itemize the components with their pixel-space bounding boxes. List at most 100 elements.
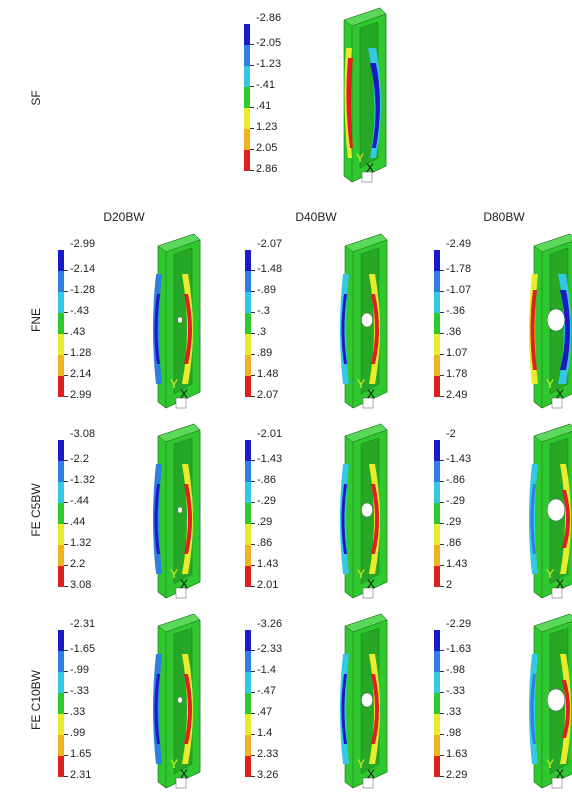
legend-value: 2.31 (70, 769, 92, 781)
legend-value: .29 (257, 516, 273, 528)
column-model-contour: YX (343, 7, 387, 183)
legend-tick (440, 650, 444, 651)
legend-tick (440, 291, 444, 292)
legend-tick (251, 586, 255, 587)
column-model-contour: YX (529, 613, 572, 789)
y-axis-label: Y (170, 757, 178, 771)
legend-tick (440, 354, 444, 355)
column-label-d80bw: D80BW (483, 210, 525, 224)
legend-swatch (58, 440, 64, 461)
legend-swatch (434, 714, 440, 735)
legend-value: 3.26 (257, 769, 279, 781)
legend-tick (250, 170, 254, 171)
row-label-fne: FNE (29, 308, 43, 332)
legend-value: -.86 (257, 474, 276, 486)
legend-value: .33 (70, 706, 86, 718)
legend-swatch (244, 129, 250, 150)
legend-value: -.3 (257, 305, 270, 317)
legend-swatch (434, 440, 440, 461)
x-axis-label: X (180, 767, 188, 781)
legend-value: 1.4 (257, 727, 273, 739)
legend-tick (440, 755, 444, 756)
legend-value: 3.08 (70, 579, 92, 591)
legend-swatch (434, 482, 440, 503)
legend-swatch (434, 756, 440, 777)
legend-swatch (245, 672, 251, 693)
legend-swatch (58, 672, 64, 693)
legend-swatch (434, 693, 440, 714)
legend-tick (64, 354, 68, 355)
legend-tick (64, 291, 68, 292)
legend-value: -1.4 (257, 664, 276, 676)
legend-tick (251, 312, 255, 313)
legend-tick (440, 671, 444, 672)
legend-value: 1.63 (446, 748, 468, 760)
x-axis-label: X (180, 387, 188, 401)
legend-swatch (245, 334, 251, 355)
legend-swatch (244, 108, 250, 129)
legend-tick (250, 107, 254, 108)
legend-value: 1.65 (70, 748, 92, 760)
legend-value: -1.23 (256, 58, 282, 70)
legend-value: 1.78 (446, 368, 468, 380)
color-legend: -2.07 -1.48 -.89 -.3 .3 .89 1.48 2.07 (245, 238, 305, 418)
x-axis-label: X (180, 577, 188, 591)
legend-swatch (434, 461, 440, 482)
legend-swatch (434, 651, 440, 672)
legend-tick (64, 460, 68, 461)
legend-swatch (244, 24, 250, 45)
legend-tick (440, 692, 444, 693)
legend-swatch (58, 313, 64, 334)
legend-swatch (58, 503, 64, 524)
legend-swatch (245, 545, 251, 566)
legend-value: .98 (446, 727, 462, 739)
legend-value: -.33 (70, 685, 89, 697)
legend-swatch (244, 45, 250, 66)
legend-tick (250, 149, 254, 150)
legend-value: -.98 (446, 664, 465, 676)
legend-value: .89 (257, 347, 273, 359)
legend-tick (440, 565, 444, 566)
column-model-contour: YX (340, 613, 388, 789)
legend-min-label: -2.31 (70, 618, 96, 630)
legend-swatch (58, 461, 64, 482)
legend-min-label: -2.01 (257, 428, 283, 440)
legend-tick (251, 291, 255, 292)
legend-tick (251, 396, 255, 397)
legend-value: 2.99 (70, 389, 92, 401)
legend-value: -1.78 (446, 263, 472, 275)
legend-value: .43 (70, 326, 86, 338)
legend-tick (440, 312, 444, 313)
y-axis-label: Y (356, 151, 364, 165)
legend-swatch (245, 524, 251, 545)
legend-min-label: -2 (446, 428, 456, 440)
color-legend: -3.26 -2.33 -1.4 -.47 .47 1.4 2.33 3.26 (245, 618, 305, 798)
y-axis-label: Y (357, 377, 365, 391)
x-axis-label: X (367, 387, 375, 401)
color-legend: -2.31 -1.65 -.99 -.33 .33 .99 1.65 2.31 (58, 618, 118, 798)
legend-value: -2.2 (70, 453, 89, 465)
legend-value: -2.33 (257, 643, 283, 655)
legend-value: -.89 (257, 284, 276, 296)
legend-swatch (245, 651, 251, 672)
legend-tick (251, 650, 255, 651)
legend-tick (440, 713, 444, 714)
legend-tick (251, 671, 255, 672)
legend-tick (250, 65, 254, 66)
legend-tick (440, 375, 444, 376)
legend-tick (251, 692, 255, 693)
legend-swatch (245, 376, 251, 397)
x-axis-label: X (366, 161, 374, 175)
legend-swatch (434, 334, 440, 355)
legend-swatch (245, 714, 251, 735)
legend-tick (251, 481, 255, 482)
legend-value: -.33 (446, 685, 465, 697)
legend-min-label: -2.86 (256, 12, 282, 24)
legend-tick (440, 523, 444, 524)
legend-swatch (58, 524, 64, 545)
legend-min-label: -3.26 (257, 618, 283, 630)
legend-value: -.86 (446, 474, 465, 486)
legend-tick (64, 312, 68, 313)
legend-value: 1.28 (70, 347, 92, 359)
legend-value: 2.33 (257, 748, 279, 760)
